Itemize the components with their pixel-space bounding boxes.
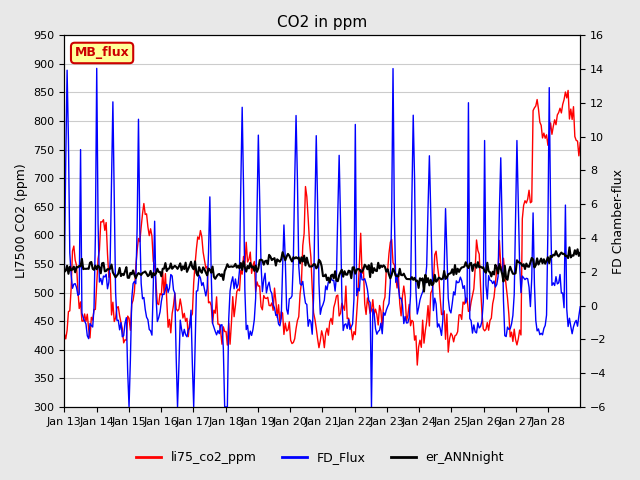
er_ANNnight [577,250,584,256]
er_ANNnight [94,263,102,268]
er_ANNnight [429,281,437,287]
FD_Flux [95,279,103,285]
Legend: li75_co2_ppm, FD_Flux, er_ANNnight: li75_co2_ppm, FD_Flux, er_ANNnight [131,446,509,469]
er_ANNnight [506,264,514,270]
Title: CO2 in ppm: CO2 in ppm [277,15,367,30]
FD_Flux [575,313,582,319]
FD_Flux [125,404,133,410]
er_ANNnight [566,244,573,250]
er_ANNnight [78,256,86,262]
li75_co2_ppm [326,319,333,325]
li75_co2_ppm [506,334,514,340]
FD_Flux [431,295,438,301]
er_ANNnight [61,269,68,275]
li75_co2_ppm [577,140,584,145]
FD_Flux [577,304,584,310]
er_ANNnight [575,253,582,259]
Y-axis label: FD Chamber-flux: FD Chamber-flux [612,168,625,274]
FD_Flux [328,277,336,283]
li75_co2_ppm [78,318,86,324]
FD_Flux [93,65,100,71]
li75_co2_ppm [413,362,421,368]
er_ANNnight [420,288,428,294]
FD_Flux [61,265,68,271]
li75_co2_ppm [564,87,572,93]
li75_co2_ppm [429,279,437,285]
li75_co2_ppm [575,153,582,159]
Line: er_ANNnight: er_ANNnight [65,247,580,291]
FD_Flux [78,310,86,316]
Text: MB_flux: MB_flux [75,47,129,60]
Y-axis label: LI7500 CO2 (ppm): LI7500 CO2 (ppm) [15,164,28,278]
er_ANNnight [326,279,333,285]
li75_co2_ppm [94,256,102,262]
FD_Flux [508,321,515,327]
Line: li75_co2_ppm: li75_co2_ppm [65,90,580,365]
Line: FD_Flux: FD_Flux [65,68,580,407]
li75_co2_ppm [61,331,68,337]
